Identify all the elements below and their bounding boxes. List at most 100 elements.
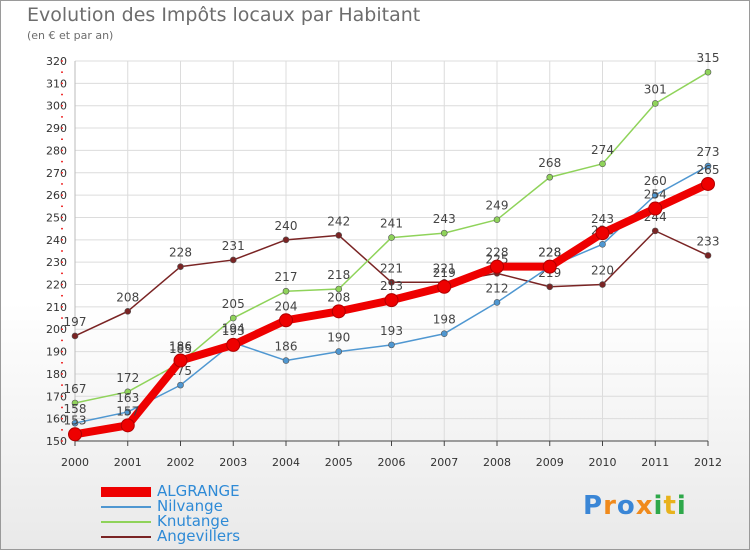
data-label-angevillers: 208 bbox=[116, 290, 139, 304]
data-label-knutange: 185 bbox=[169, 342, 192, 356]
data-point-knutange bbox=[493, 216, 501, 224]
y-tick-label: 250 bbox=[46, 211, 67, 224]
y-tick-label: 260 bbox=[46, 189, 67, 202]
y-tick-label: 220 bbox=[46, 279, 67, 292]
y-tick-label: 180 bbox=[46, 368, 67, 381]
data-label-knutange: 315 bbox=[697, 51, 720, 65]
data-point-nilvange bbox=[335, 348, 343, 355]
legend-swatch bbox=[101, 535, 151, 538]
data-point-nilvange bbox=[124, 408, 132, 416]
data-point-nilvange bbox=[388, 341, 395, 349]
y-tick-label: 310 bbox=[46, 77, 67, 90]
data-point-angevillers bbox=[599, 281, 606, 288]
legend-swatch bbox=[101, 505, 151, 508]
x-tick-label: 2005 bbox=[325, 456, 353, 469]
x-tick-label: 2012 bbox=[694, 456, 722, 469]
data-label-knutange: 241 bbox=[380, 217, 403, 231]
x-tick-label: 2001 bbox=[114, 456, 142, 469]
data-point-algrange bbox=[120, 418, 135, 433]
data-label-knutange: 301 bbox=[644, 82, 667, 96]
x-tick-label: 2008 bbox=[483, 456, 511, 469]
data-label-knutange: 167 bbox=[64, 382, 87, 396]
data-point-knutange bbox=[388, 234, 395, 241]
data-point-angevillers bbox=[282, 236, 290, 244]
y-tick-label: 200 bbox=[46, 323, 67, 336]
data-label-knutange: 274 bbox=[591, 143, 614, 157]
data-label-angevillers: 220 bbox=[591, 264, 614, 278]
data-point-knutange bbox=[71, 399, 79, 407]
legend-item: Angevillers bbox=[101, 529, 240, 544]
logo-letter: P bbox=[583, 491, 604, 521]
data-point-knutange bbox=[704, 68, 712, 76]
data-label-angevillers: 228 bbox=[169, 246, 192, 260]
x-tick-label: 2007 bbox=[430, 456, 458, 469]
data-point-algrange bbox=[279, 313, 293, 328]
data-label-nilvange: 186 bbox=[275, 340, 298, 354]
x-tick-label: 2010 bbox=[589, 456, 617, 469]
data-point-knutange bbox=[282, 287, 290, 295]
data-point-nilvange bbox=[704, 162, 712, 170]
data-point-angevillers bbox=[177, 263, 184, 270]
legend-label: Angevillers bbox=[157, 527, 241, 545]
data-label-nilvange: 193 bbox=[380, 324, 403, 338]
y-tick-label: 320 bbox=[46, 55, 67, 68]
logo-letter: i bbox=[653, 491, 664, 521]
data-label-knutange: 268 bbox=[538, 156, 561, 170]
data-label-angevillers: 233 bbox=[697, 234, 720, 248]
legend-label: ALGRANGE bbox=[157, 482, 240, 500]
data-point-algrange bbox=[331, 304, 346, 319]
data-label-knutange: 217 bbox=[275, 270, 298, 284]
data-point-angevillers bbox=[229, 256, 237, 264]
x-tick-label: 2002 bbox=[167, 456, 195, 469]
chart-subtitle: (en € et par an) bbox=[27, 29, 114, 42]
data-label-algrange: 186 bbox=[169, 340, 192, 354]
legend-swatch bbox=[101, 520, 151, 523]
data-label-knutange: 249 bbox=[486, 199, 509, 213]
data-point-angevillers bbox=[704, 252, 712, 259]
data-label-angevillers: 221 bbox=[380, 261, 403, 275]
data-label-knutange: 205 bbox=[222, 297, 245, 311]
data-point-nilvange bbox=[493, 299, 501, 306]
data-point-nilvange bbox=[599, 240, 606, 248]
data-point-algrange bbox=[173, 353, 188, 368]
data-label-angevillers: 240 bbox=[275, 219, 298, 233]
data-point-angevillers bbox=[335, 232, 343, 239]
y-tick-label: 280 bbox=[46, 144, 67, 157]
data-point-algrange bbox=[490, 259, 504, 274]
data-point-knutange bbox=[599, 160, 606, 168]
data-label-nilvange: 273 bbox=[697, 145, 720, 159]
data-label-nilvange: 260 bbox=[644, 174, 667, 188]
data-label-knutange: 172 bbox=[116, 371, 139, 385]
data-point-algrange bbox=[226, 337, 241, 352]
data-label-algrange: 228 bbox=[486, 246, 509, 260]
data-label-algrange: 213 bbox=[380, 279, 403, 293]
legend-swatch bbox=[101, 486, 151, 497]
data-point-knutange bbox=[124, 388, 132, 396]
data-label-nilvange: 190 bbox=[327, 331, 350, 345]
legend-item: Knutange bbox=[101, 514, 240, 529]
data-label-algrange: 228 bbox=[538, 246, 561, 260]
data-label-angevillers: 221 bbox=[433, 261, 456, 275]
data-label-knutange: 218 bbox=[327, 268, 350, 282]
data-label-nilvange: 194 bbox=[222, 322, 245, 336]
y-tick-label: 300 bbox=[46, 100, 67, 113]
data-point-nilvange bbox=[651, 191, 659, 199]
data-point-knutange bbox=[229, 314, 237, 322]
data-point-knutange bbox=[546, 173, 554, 181]
x-tick-label: 2009 bbox=[536, 456, 564, 469]
data-label-algrange: 193 bbox=[222, 324, 245, 338]
legend-item: Nilvange bbox=[101, 499, 240, 514]
data-label-algrange: 204 bbox=[275, 299, 298, 313]
data-label-angevillers: 242 bbox=[327, 214, 350, 228]
data-point-knutange bbox=[440, 229, 448, 237]
y-tick-label: 190 bbox=[46, 346, 67, 359]
data-point-angevillers bbox=[651, 227, 659, 235]
x-tick-label: 2000 bbox=[61, 456, 89, 469]
data-label-knutange: 243 bbox=[433, 212, 456, 226]
x-tick-label: 2011 bbox=[641, 456, 669, 469]
data-point-algrange bbox=[595, 226, 610, 241]
x-tick-label: 2003 bbox=[219, 456, 247, 469]
data-label-algrange: 243 bbox=[591, 212, 614, 226]
chart-title: Evolution des Impôts locaux par Habitant bbox=[27, 4, 421, 26]
